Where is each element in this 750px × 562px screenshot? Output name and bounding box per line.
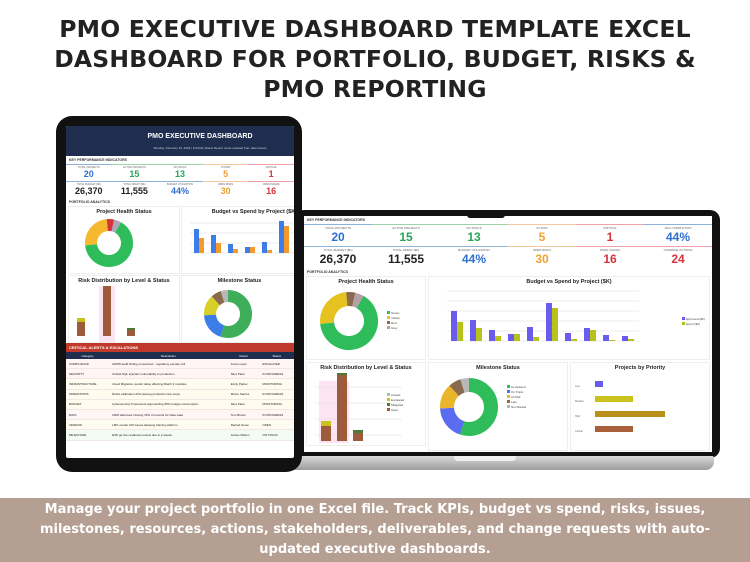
chart-budget-vs-spend: Budget vs Spend by Project ($K) Approved… xyxy=(428,276,710,360)
table-row[interactable]: INFRASTRUCTURE Cloud Migration vendor del… xyxy=(66,378,294,390)
chart-milestone-status: Milestone Status xyxy=(181,275,294,343)
laptop-screen: KEY PERFORMANCE INDICATORS TOTAL PROJECT… xyxy=(304,216,712,452)
dashboard-header: PMO EXECUTIVE DASHBOARD Monday, February… xyxy=(66,126,294,156)
alerts-table: Category Description Owner Status COMPLIANC… xyxy=(66,352,294,441)
chart-risk-distribution: Risk Distribution by Level & Status Clos… xyxy=(306,362,426,446)
chart-risk-distribution: Risk Distribution by Level & Status xyxy=(68,275,180,343)
kpi-row-1: TOTAL PROJECTS 20 ACTIVE PROJECTS 15 ON TR… xyxy=(66,164,294,181)
table-row[interactable]: COMPLIANCE GDPR audit finding unresolved … xyxy=(66,359,294,370)
table-row[interactable]: BUDGET Cybersecurity Framework approachin… xyxy=(66,399,294,410)
table-row[interactable]: OPERATIONS Robot calibration drift causin… xyxy=(66,389,294,400)
chart-project-health: Project Health Status Green Yellow Red G… xyxy=(306,276,426,360)
kpi-row-2: TOTAL BUDGET ($K) 26,370 TOTAL SPENT ($K)… xyxy=(66,181,294,198)
chart-budget-vs-spend: Budget vs Spend by Project ($K) xyxy=(181,206,294,274)
chart-milestone-status: Milestone Status Completed On Track At R… xyxy=(428,362,568,451)
chart-project-health: Project Health Status xyxy=(68,206,180,274)
camera-notch xyxy=(467,210,505,218)
tablet-screen: PMO EXECUTIVE DASHBOARD Monday, February… xyxy=(66,126,294,458)
table-row[interactable]: VENDOR LMS vendor API issues delaying tra… xyxy=(66,419,294,431)
kpi-row-1: TOTAL PROJECTS 20 ACTIVE PROJECTS 15 ON TR… xyxy=(304,224,712,246)
kpi-row-2: TOTAL BUDGET ($K) 26,370 TOTAL SPENT ($K)… xyxy=(304,246,712,268)
table-row[interactable]: DATA CRM data feed missing 15% of records… xyxy=(66,409,294,421)
alerts-title: CRITICAL ALERTS & ESCALATIONS xyxy=(66,343,294,352)
laptop-base xyxy=(268,456,714,470)
table-row[interactable]: MILESTONE ESP go-live readiness review du… xyxy=(66,429,294,441)
table-row[interactable]: SECURITY Critical SQL injection vulnerabi… xyxy=(66,368,294,380)
camera-icon xyxy=(171,120,195,151)
page-title: PMO EXECUTIVE DASHBOARD TEMPLATE EXCEL D… xyxy=(54,15,696,103)
footer-banner: Manage your project portfolio in one Exc… xyxy=(0,498,750,562)
tablet-mockup: PMO EXECUTIVE DASHBOARD Monday, February… xyxy=(56,116,302,472)
laptop-mockup: KEY PERFORMANCE INDICATORS TOTAL PROJECT… xyxy=(294,210,720,458)
chart-projects-by-priority: Projects by Priority Low Medium High Cri… xyxy=(570,362,710,451)
